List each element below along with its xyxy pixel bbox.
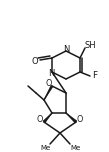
Text: Me: Me xyxy=(70,145,80,151)
Text: O: O xyxy=(37,116,43,124)
Polygon shape xyxy=(43,113,52,123)
Text: Me: Me xyxy=(40,145,50,151)
Text: F: F xyxy=(92,71,98,81)
Text: N: N xyxy=(48,69,54,78)
Text: O: O xyxy=(32,57,38,66)
Polygon shape xyxy=(66,113,77,123)
Text: O: O xyxy=(77,116,83,124)
Text: N: N xyxy=(63,45,69,55)
Text: SH: SH xyxy=(84,41,96,50)
Polygon shape xyxy=(44,85,53,100)
Text: O: O xyxy=(46,78,52,88)
